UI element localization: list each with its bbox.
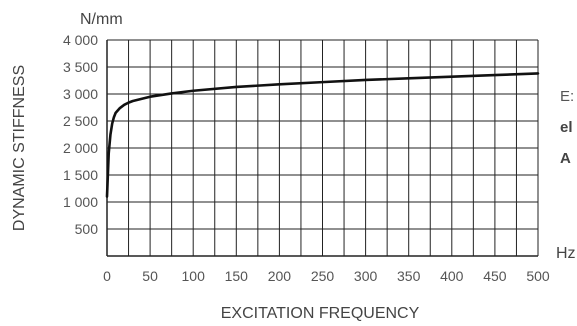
x-tick-label: 0 xyxy=(103,268,111,284)
x-tick-label: 100 xyxy=(182,268,206,284)
grid xyxy=(107,39,539,256)
plot-area xyxy=(106,40,538,257)
x-tick-label: 450 xyxy=(483,268,507,284)
side-text-1: E: xyxy=(560,88,574,105)
y-unit-label: N/mm xyxy=(80,11,123,28)
x-tick-label: 150 xyxy=(225,268,249,284)
series-layer xyxy=(105,72,540,198)
x-axis-title: EXCITATION FREQUENCY xyxy=(221,305,420,322)
y-tick-label: 3 000 xyxy=(63,86,98,102)
x-tick-label: 400 xyxy=(440,268,464,284)
y-tick-label: 2 000 xyxy=(63,140,98,156)
y-tick-label: 4 000 xyxy=(63,32,98,48)
y-tick-label: 1 500 xyxy=(63,167,98,183)
x-tick-labels: 0 50 100 150 200 250 300 350 400 450 500 xyxy=(103,268,550,284)
side-text-3: A xyxy=(560,150,571,167)
x-tick-label: 50 xyxy=(142,268,158,284)
side-text-2: el xyxy=(560,119,573,136)
y-axis-title: DYNAMIC STIFFNESS xyxy=(11,65,28,231)
y-tick-label: 500 xyxy=(75,221,99,237)
x-tick-label: 500 xyxy=(526,268,550,284)
x-unit-label: Hz xyxy=(556,245,576,262)
stiffness-curve xyxy=(105,72,540,198)
x-tick-label: 250 xyxy=(311,268,335,284)
y-tick-label: 3 500 xyxy=(63,59,98,75)
x-tick-label: 300 xyxy=(354,268,378,284)
y-tick-label: 2 500 xyxy=(63,113,98,129)
y-tick-labels: 500 1 000 1 500 2 000 2 500 3 000 3 500 4 000 xyxy=(63,32,98,237)
x-tick-label: 200 xyxy=(268,268,292,284)
y-tick-label: 1 000 xyxy=(63,194,98,210)
x-tick-label: 350 xyxy=(397,268,421,284)
